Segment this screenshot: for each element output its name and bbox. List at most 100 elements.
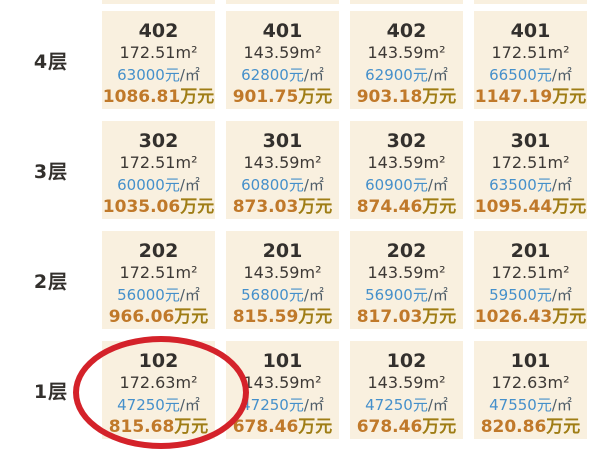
- unit-area: 143.59m²: [367, 263, 446, 282]
- price-suffix: /㎡: [551, 176, 572, 194]
- unit-area: 172.63m²: [119, 373, 198, 392]
- unit-cell-102-f1-a: 102 172.63m² 47250元/㎡ 815.68万元: [102, 341, 215, 439]
- unit-total-price: 966.06万元: [102, 306, 215, 329]
- floor-label-2: 2层: [33, 270, 69, 293]
- unit-total-price: 820.86万元: [474, 416, 587, 439]
- unit-price-per-sqm: 63000元/㎡: [102, 64, 215, 86]
- total-value: 678.46: [232, 417, 299, 437]
- unit-total-price: 1026.43万元: [474, 306, 587, 329]
- price-suffix: /㎡: [303, 286, 324, 304]
- unit-number: 301: [262, 130, 303, 152]
- unit-area: 143.59m²: [367, 153, 446, 172]
- cutoff-cell: [350, 0, 463, 4]
- total-value: 873.03: [232, 197, 299, 217]
- unit-total-price: 817.03万元: [350, 306, 463, 329]
- total-suffix: 万元: [552, 197, 587, 217]
- unit-cell-302-f3-a: 302 172.51m² 60000元/㎡ 1035.06万元: [102, 121, 215, 219]
- unit-total-price: 815.59万元: [226, 306, 339, 329]
- cutoff-cell: [474, 0, 587, 4]
- floor-row-4: 4层 402 172.51m² 63000元/㎡ 1086.81万元 401 1…: [0, 11, 603, 109]
- price-value: 59500元: [489, 286, 552, 304]
- unit-cell-201-f2-a: 201 143.59m² 56800元/㎡ 815.59万元: [226, 231, 339, 329]
- total-suffix: 万元: [422, 417, 457, 437]
- unit-number: 101: [510, 350, 551, 372]
- unit-total-price: 815.68万元: [102, 416, 215, 439]
- unit-cell-202-f2-b: 202 143.59m² 56900元/㎡ 817.03万元: [350, 231, 463, 329]
- price-value: 47550元: [489, 396, 552, 414]
- total-value: 874.46: [356, 197, 423, 217]
- unit-total-price: 1035.06万元: [102, 196, 215, 219]
- unit-area: 172.51m²: [119, 153, 198, 172]
- unit-total-price: 903.18万元: [350, 86, 463, 109]
- unit-number: 402: [386, 20, 427, 42]
- unit-cell-401-f4-a: 401 143.59m² 62800元/㎡ 901.75万元: [226, 11, 339, 109]
- price-value: 47250元: [117, 396, 180, 414]
- unit-number: 101: [262, 350, 303, 372]
- unit-price-per-sqm: 66500元/㎡: [474, 64, 587, 86]
- price-value: 47250元: [365, 396, 428, 414]
- unit-total-price: 1086.81万元: [102, 86, 215, 109]
- unit-cell-101-f1-a: 101 143.59m² 47250元/㎡ 678.46万元: [226, 341, 339, 439]
- price-value: 47250元: [241, 396, 304, 414]
- price-value: 62800元: [241, 66, 304, 84]
- unit-number: 402: [138, 20, 179, 42]
- unit-area: 172.63m²: [491, 373, 570, 392]
- price-value: 60000元: [117, 176, 180, 194]
- price-suffix: /㎡: [551, 66, 572, 84]
- price-suffix: /㎡: [551, 396, 572, 414]
- total-value: 815.68: [108, 417, 175, 437]
- price-value: 56800元: [241, 286, 304, 304]
- unit-cell-302-f3-b: 302 143.59m² 60900元/㎡ 874.46万元: [350, 121, 463, 219]
- unit-area: 172.51m²: [491, 153, 570, 172]
- unit-number: 201: [510, 240, 551, 262]
- unit-cell-401-f4-b: 401 172.51m² 66500元/㎡ 1147.19万元: [474, 11, 587, 109]
- total-suffix: 万元: [422, 307, 457, 327]
- unit-number: 302: [386, 130, 427, 152]
- total-value: 1035.06: [102, 197, 181, 217]
- price-value: 60800元: [241, 176, 304, 194]
- price-suffix: /㎡: [179, 396, 200, 414]
- total-value: 1086.81: [102, 87, 181, 107]
- unit-total-price: 1147.19万元: [474, 86, 587, 109]
- total-value: 966.06: [108, 307, 175, 327]
- price-value: 62900元: [365, 66, 428, 84]
- unit-total-price: 678.46万元: [350, 416, 463, 439]
- unit-price-per-sqm: 56900元/㎡: [350, 284, 463, 306]
- floor-row-2: 2层 202 172.51m² 56000元/㎡ 966.06万元 201 14…: [0, 231, 603, 329]
- total-suffix: 万元: [552, 87, 587, 107]
- unit-number: 202: [386, 240, 427, 262]
- price-suffix: /㎡: [179, 66, 200, 84]
- cutoff-cell: [102, 0, 215, 4]
- price-suffix: /㎡: [179, 286, 200, 304]
- unit-price-per-sqm: 62900元/㎡: [350, 64, 463, 86]
- unit-cell-101-f1-b: 101 172.63m² 47550元/㎡ 820.86万元: [474, 341, 587, 439]
- price-suffix: /㎡: [427, 286, 448, 304]
- floor-label-3: 3层: [33, 160, 69, 183]
- price-value: 66500元: [489, 66, 552, 84]
- unit-number: 102: [386, 350, 427, 372]
- total-value: 820.86: [480, 417, 547, 437]
- unit-number: 201: [262, 240, 303, 262]
- total-suffix: 万元: [180, 87, 215, 107]
- total-value: 1095.44: [474, 197, 553, 217]
- unit-price-per-sqm: 60000元/㎡: [102, 174, 215, 196]
- price-value: 63000元: [117, 66, 180, 84]
- total-suffix: 万元: [422, 197, 457, 217]
- unit-price-per-sqm: 56000元/㎡: [102, 284, 215, 306]
- unit-price-per-sqm: 60800元/㎡: [226, 174, 339, 196]
- total-value: 817.03: [356, 307, 423, 327]
- unit-area: 143.59m²: [243, 263, 322, 282]
- unit-number: 301: [510, 130, 551, 152]
- unit-area: 143.59m²: [367, 43, 446, 62]
- unit-cell-402-f4-b: 402 143.59m² 62900元/㎡ 903.18万元: [350, 11, 463, 109]
- cutoff-cell: [226, 0, 339, 4]
- unit-number: 401: [262, 20, 303, 42]
- total-suffix: 万元: [180, 197, 215, 217]
- unit-price-per-sqm: 56800元/㎡: [226, 284, 339, 306]
- unit-area: 143.59m²: [243, 153, 322, 172]
- unit-cell-102-f1-b: 102 143.59m² 47250元/㎡ 678.46万元: [350, 341, 463, 439]
- cutoff-row-above: [102, 0, 587, 4]
- unit-area: 143.59m²: [243, 373, 322, 392]
- unit-cell-201-f2-b: 201 172.51m² 59500元/㎡ 1026.43万元: [474, 231, 587, 329]
- unit-area: 143.59m²: [243, 43, 322, 62]
